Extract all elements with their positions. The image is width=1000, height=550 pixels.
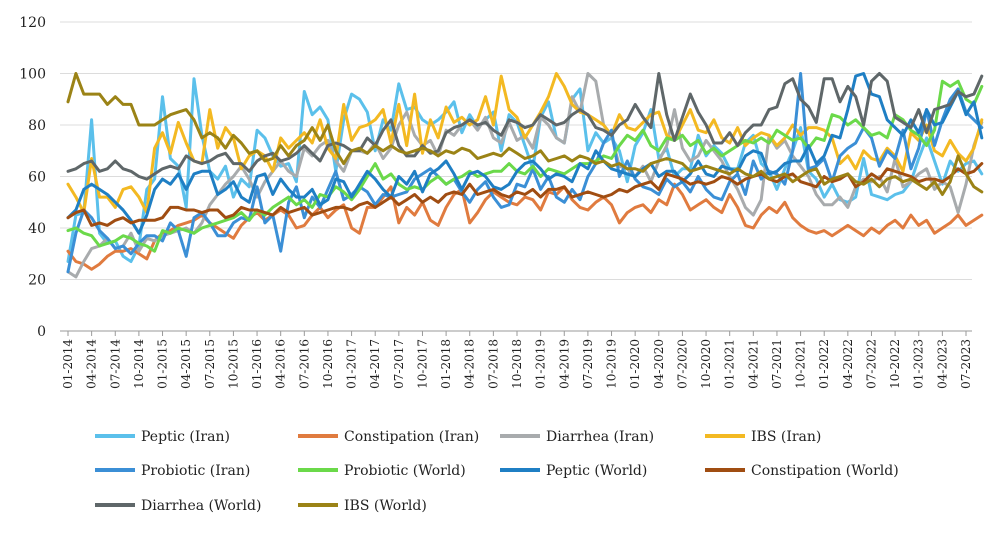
x-tick-label: 10-2020	[699, 339, 713, 389]
x-tick-label: 07-2023	[959, 339, 973, 389]
x-tick-label: 04-2016	[274, 339, 288, 389]
series-line	[66, 72, 984, 235]
x-tick-label: 01-2017	[345, 339, 359, 389]
x-tick-label: 04-2015	[179, 339, 193, 389]
x-tick-label: 01-2021	[723, 339, 737, 389]
x-tick-label: 04-2022	[841, 339, 855, 389]
x-tick-label: 04-2014	[85, 339, 99, 389]
x-tick-label: 01-2023	[912, 339, 926, 389]
x-tick-label: 07-2015	[203, 339, 217, 389]
x-tick-label: 01-2020	[628, 339, 642, 389]
x-tick-label: 04-2023	[935, 339, 949, 389]
x-tick-label: 10-2018	[510, 339, 524, 389]
x-tick-label: 01-2018	[439, 339, 453, 389]
x-tick-label: 10-2022	[888, 339, 902, 389]
x-tick-label: 01-2014	[61, 339, 75, 389]
x-axis: 01-2014 04-2014 07-2014 10-2014 01-2015 04-20…	[61, 331, 973, 389]
series-line	[66, 72, 984, 274]
legend-label: Diarrhea (Iran)	[546, 429, 654, 445]
x-tick-label: 07-2017	[392, 339, 406, 389]
legend: Peptic (Iran) Constipation (Iran) Diarrhea…	[95, 429, 899, 514]
y-tick-label: 60	[28, 170, 46, 186]
x-tick-label: 07-2019	[581, 339, 595, 389]
x-tick-label: 10-2014	[132, 339, 146, 389]
y-tick-label: 0	[37, 324, 46, 340]
y-tick-label: 40	[28, 221, 46, 237]
x-tick-label: 10-2019	[605, 339, 619, 389]
series-line	[66, 72, 984, 181]
x-tick-label: 04-2021	[746, 339, 760, 389]
x-tick-label: 10-2017	[415, 339, 429, 389]
x-tick-label: 04-2019	[557, 339, 571, 389]
x-tick-label: 10-2016	[321, 339, 335, 389]
x-tick-label: 04-2018	[463, 339, 477, 389]
series-line	[66, 79, 984, 253]
x-tick-label: 01-2015	[156, 339, 170, 389]
series-line	[66, 77, 984, 263]
y-axis: 0 20 40 60 80 100 120	[19, 15, 46, 340]
x-tick-label: 01-2019	[534, 339, 548, 389]
y-tick-label: 20	[28, 273, 46, 289]
legend-label: Peptic (World)	[546, 463, 647, 479]
x-tick-label: 04-2017	[368, 339, 382, 389]
legend-label: IBS (Iran)	[751, 429, 821, 445]
legend-label: Diarrhea (World)	[141, 498, 261, 514]
legend-label: Peptic (Iran)	[141, 429, 230, 445]
legend-label: IBS (World)	[344, 498, 427, 514]
x-tick-label: 04-2020	[652, 339, 666, 389]
x-tick-label: 10-2015	[226, 339, 240, 389]
series-line	[66, 182, 984, 271]
x-tick-label: 07-2018	[486, 339, 500, 389]
y-tick-label: 120	[19, 15, 46, 31]
x-tick-label: 07-2022	[864, 339, 878, 389]
x-tick-label: 07-2020	[675, 339, 689, 389]
series-lines	[66, 72, 984, 279]
y-tick-label: 80	[28, 118, 46, 134]
legend-label: Probiotic (Iran)	[141, 463, 250, 479]
x-tick-label: 01-2016	[250, 339, 264, 389]
y-tick-label: 100	[19, 67, 46, 83]
series-line	[66, 72, 984, 196]
x-tick-label: 07-2014	[108, 339, 122, 389]
x-tick-label: 07-2016	[297, 339, 311, 389]
legend-label: Constipation (Iran)	[344, 429, 479, 445]
x-tick-label: 10-2021	[794, 339, 808, 389]
x-tick-label: 07-2021	[770, 339, 784, 389]
x-tick-label: 01-2022	[817, 339, 831, 389]
legend-label: Constipation (World)	[751, 463, 899, 479]
legend-label: Probiotic (World)	[344, 463, 466, 479]
